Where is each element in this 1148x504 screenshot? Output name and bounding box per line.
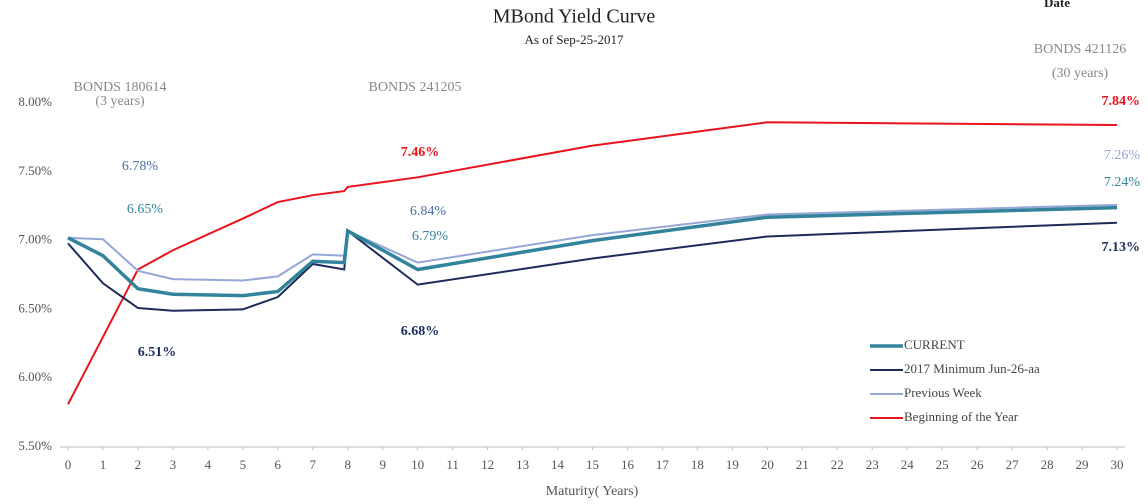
y-tick-label: 7.50%	[18, 163, 52, 178]
x-tick-label: 18	[691, 457, 704, 472]
y-tick-label: 8.00%	[18, 94, 52, 109]
x-tick-label: 19	[726, 457, 739, 472]
y-tick-label: 6.50%	[18, 300, 52, 315]
x-tick-label: 22	[831, 457, 844, 472]
data-label: 6.68%	[401, 324, 440, 339]
data-label: 7.46%	[401, 145, 440, 160]
data-label: 7.26%	[1104, 148, 1141, 163]
x-tick-label: 1	[100, 457, 107, 472]
data-label: 7.13%	[1102, 240, 1141, 255]
series-line	[67, 221, 1118, 312]
x-tick-label: 9	[379, 457, 386, 472]
x-tick-label: 15	[586, 457, 599, 472]
x-tick-label: 3	[170, 457, 177, 472]
data-label: 6.65%	[127, 202, 164, 217]
x-tick-label: 20	[761, 457, 774, 472]
x-tick-label: 25	[936, 457, 949, 472]
annotation: (30 years)	[1052, 66, 1109, 81]
x-tick-label: 6	[275, 457, 282, 472]
data-label: 6.79%	[412, 229, 449, 244]
x-tick-label: 0	[65, 457, 72, 472]
x-tick-label: 8	[344, 457, 351, 472]
x-tick-label: 7	[310, 457, 317, 472]
legend-label: Beginning of the Year	[904, 409, 1019, 424]
x-tick-label: 24	[901, 457, 915, 472]
y-tick-label: 6.00%	[18, 369, 52, 384]
x-tick-label: 11	[446, 457, 459, 472]
x-tick-label: 26	[971, 457, 985, 472]
x-tick-label: 12	[481, 457, 494, 472]
x-tick-label: 30	[1111, 457, 1124, 472]
annotation: (3 years)	[95, 94, 145, 109]
x-tick-label: 28	[1041, 457, 1054, 472]
legend-label: CURRENT	[904, 337, 965, 352]
x-tick-label: 10	[411, 457, 424, 472]
y-tick-label: 5.50%	[18, 438, 52, 453]
x-tick-label: 13	[516, 457, 529, 472]
x-tick-label: 17	[656, 457, 670, 472]
annotation: BONDS 180614	[74, 80, 167, 95]
x-tick-label: 16	[621, 457, 635, 472]
legend-label: 2017 Minimum Jun-26-aa	[904, 361, 1040, 376]
chart-title: MBond Yield Curve	[493, 6, 656, 28]
x-tick-label: 5	[240, 457, 247, 472]
chart-subtitle: As of Sep-25-2017	[525, 32, 624, 47]
x-tick-label: 29	[1076, 457, 1089, 472]
x-tick-label: 2	[135, 457, 142, 472]
x-tick-label: 4	[205, 457, 212, 472]
data-label: 6.78%	[122, 159, 159, 174]
y-tick-label: 7.00%	[18, 232, 52, 247]
series-line	[67, 121, 1118, 405]
data-label: 6.84%	[410, 204, 447, 219]
series-line	[67, 203, 1118, 282]
legend-label: Previous Week	[904, 385, 982, 400]
annotation: BONDS 421126	[1034, 42, 1126, 57]
data-label: 6.51%	[138, 345, 177, 360]
x-tick-label: 21	[796, 457, 809, 472]
data-label: 7.84%	[1102, 94, 1141, 109]
x-tick-label: 14	[551, 457, 565, 472]
x-tick-label: 23	[866, 457, 879, 472]
data-label: 7.24%	[1104, 175, 1141, 190]
series-line	[67, 205, 1118, 298]
annotation: BONDS 241205	[369, 80, 462, 95]
corner-label: Date	[1044, 0, 1070, 10]
x-tick-label: 27	[1006, 457, 1020, 472]
x-axis-label: Maturity( Years)	[546, 484, 639, 499]
